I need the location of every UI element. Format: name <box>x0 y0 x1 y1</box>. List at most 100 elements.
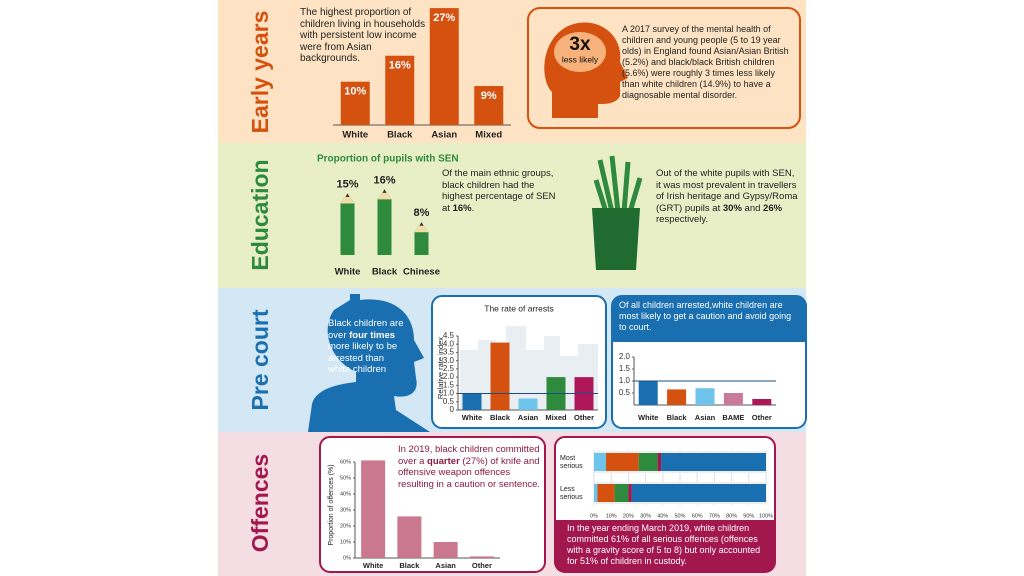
text: more likely to be arrested than white ch… <box>328 341 398 375</box>
bar <box>462 393 482 410</box>
value-label: 8% <box>414 207 430 219</box>
x-tick-label: Black <box>399 561 420 570</box>
x-tick-label: Asian <box>518 413 539 422</box>
y-tick-label: 2.5 <box>443 364 455 373</box>
x-tick-label: White <box>638 413 658 422</box>
text: In the year ending March 2019, white chi… <box>567 523 761 566</box>
bar-segment <box>594 453 607 471</box>
category-label: Less serious <box>560 486 583 501</box>
bar <box>469 556 494 558</box>
x-tick-label: Mixed <box>475 130 502 141</box>
x-tick-label: Black <box>667 413 688 422</box>
text: Of the main ethnic groups, black childre… <box>442 168 556 214</box>
x-tick-label: 90% <box>743 513 754 519</box>
x-tick-label: Asian <box>431 130 457 141</box>
x-tick-label: 0% <box>590 513 598 519</box>
text: . <box>471 202 475 214</box>
x-tick-label: Black <box>372 267 398 278</box>
text: Out of the white pupils with SEN, it was… <box>656 168 798 214</box>
bar <box>667 389 687 405</box>
section-label: Pre court <box>247 309 273 410</box>
panel-footer <box>555 520 775 572</box>
x-tick-label: 40% <box>657 513 668 519</box>
bar-segment <box>657 453 662 471</box>
y-tick-label: 50% <box>340 475 351 481</box>
text: The highest proportion of children livin… <box>300 7 426 64</box>
x-tick-label: Asian <box>695 413 716 422</box>
x-tick-label: Asian <box>435 561 456 570</box>
y-tick-label: 4.0 <box>443 339 455 348</box>
y-tick-label: 1.0 <box>443 389 455 398</box>
callout: Black children are over four times more … <box>328 318 408 376</box>
y-tick-label: 1.0 <box>619 376 631 385</box>
bar-segment <box>661 453 766 471</box>
x-tick-label: 60% <box>692 513 703 519</box>
value-label: 10% <box>344 86 366 98</box>
pencils-in-pot <box>593 155 643 213</box>
bar <box>433 542 458 558</box>
bar <box>638 381 658 405</box>
section-label: Early years <box>247 11 273 134</box>
bar-segment <box>606 453 639 471</box>
x-tick-label: 100% <box>759 513 773 519</box>
value-label: 16% <box>373 174 395 186</box>
text: quarter <box>427 455 460 467</box>
text: Of the main ethnic groups, black childre… <box>442 168 564 214</box>
x-tick-label: Other <box>472 561 492 570</box>
x-tick-label: 80% <box>726 513 737 519</box>
text: In 2019, black children committed over a… <box>398 444 542 490</box>
y-tick-label: 0.5 <box>619 388 631 397</box>
x-tick-label: 50% <box>674 513 685 519</box>
text: Out of the white pupils with SEN, it was… <box>656 168 798 226</box>
text: In 2019, black children committed over a <box>398 444 540 467</box>
y-tick-label: 2.0 <box>443 372 455 381</box>
x-tick-label: White <box>462 413 482 422</box>
x-tick-label: Other <box>574 413 594 422</box>
person-silhouette <box>308 294 430 432</box>
x-tick-label: Black <box>490 413 511 422</box>
text: Of all children arrested,white children … <box>619 300 792 332</box>
pencil <box>377 189 392 255</box>
bar <box>723 393 743 405</box>
chart-title: The rate of arrests <box>484 303 553 313</box>
text: 16% <box>452 202 472 214</box>
chart-title: Proportion of pupils with SEN <box>317 154 459 165</box>
education-section <box>218 143 806 288</box>
bar-segment <box>614 484 629 502</box>
text: respectively. <box>656 214 709 225</box>
x-tick-label: Other <box>752 413 772 422</box>
pencil-pot <box>592 208 640 270</box>
y-tick-label: 4.5 <box>443 331 455 340</box>
value-label: 27% <box>433 12 455 24</box>
bar <box>474 86 504 125</box>
bar-segment <box>631 484 766 502</box>
text: Black children are over <box>328 318 404 341</box>
x-tick-label: 20% <box>623 513 634 519</box>
bar-segment <box>628 484 632 502</box>
y-tick-label: 0.5 <box>443 397 455 406</box>
text: and <box>741 202 764 214</box>
text: 30% <box>722 202 742 214</box>
y-tick-label: 3.0 <box>443 356 455 365</box>
section-label: Offences <box>247 454 273 552</box>
x-tick-label: BAME <box>722 413 744 422</box>
y-tick-label: 0% <box>343 555 351 561</box>
bar <box>429 8 459 126</box>
value-label: 9% <box>481 90 497 102</box>
text: A 2017 survey of the mental health of ch… <box>622 24 789 100</box>
y-tick-label: 10% <box>340 539 351 545</box>
text: (27%) of knife and offensive weapon offe… <box>398 455 541 490</box>
x-tick-label: Chinese <box>403 267 440 278</box>
section-label: Education <box>247 159 273 270</box>
bar-segment <box>597 484 615 502</box>
y-tick-label: 3.5 <box>443 348 455 357</box>
y-tick-label: 0 <box>450 405 455 414</box>
y-tick-label: 30% <box>340 507 351 513</box>
bar <box>361 460 386 558</box>
x-tick-label: 10% <box>606 513 617 519</box>
bar <box>397 516 422 558</box>
category-label: Most serious <box>560 455 583 470</box>
badge: 3x <box>569 34 591 55</box>
bar <box>752 399 772 405</box>
x-tick-label: White <box>342 130 368 141</box>
